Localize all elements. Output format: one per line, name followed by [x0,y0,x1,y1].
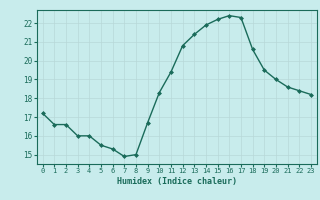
X-axis label: Humidex (Indice chaleur): Humidex (Indice chaleur) [117,177,237,186]
